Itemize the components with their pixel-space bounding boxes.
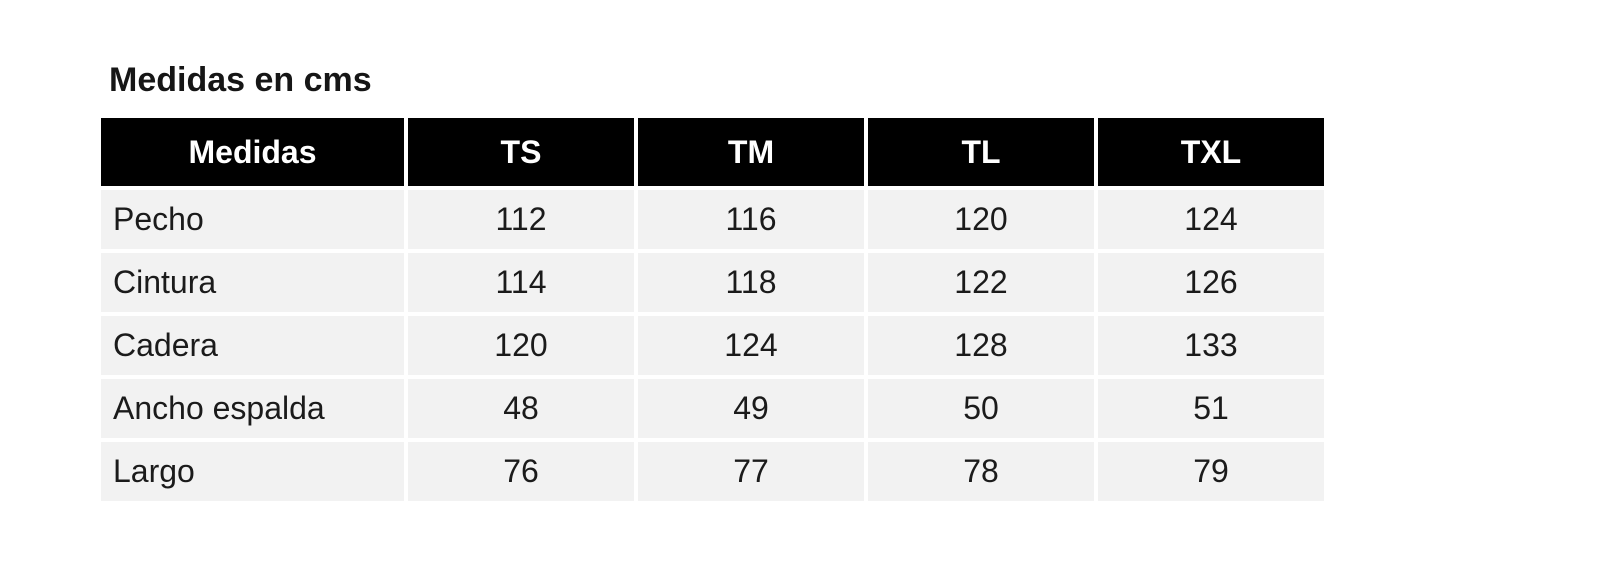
- table-row-pecho: Pecho 112 116 120 124: [101, 190, 1324, 249]
- cell-ancho-espalda-ts: 48: [408, 379, 634, 438]
- cell-cadera-tl: 128: [868, 316, 1094, 375]
- cell-largo-ts: 76: [408, 442, 634, 501]
- cell-cintura-tm: 118: [638, 253, 864, 312]
- cell-cintura-txl: 126: [1098, 253, 1324, 312]
- row-label-pecho: Pecho: [101, 190, 404, 249]
- cell-cintura-ts: 114: [408, 253, 634, 312]
- cell-largo-tl: 78: [868, 442, 1094, 501]
- row-label-cadera: Cadera: [101, 316, 404, 375]
- cell-ancho-espalda-tl: 50: [868, 379, 1094, 438]
- header-row: Medidas TS TM TL TXL: [101, 118, 1324, 186]
- row-label-ancho-espalda: Ancho espalda: [101, 379, 404, 438]
- table-row-cintura: Cintura 114 118 122 126: [101, 253, 1324, 312]
- table-body: Pecho 112 116 120 124 Cintura 114 118 122 126 Cade…: [101, 190, 1324, 501]
- cell-pecho-ts: 112: [408, 190, 634, 249]
- cell-cadera-tm: 124: [638, 316, 864, 375]
- cell-pecho-tm: 116: [638, 190, 864, 249]
- cell-cadera-ts: 120: [408, 316, 634, 375]
- row-label-cintura: Cintura: [101, 253, 404, 312]
- cell-cadera-txl: 133: [1098, 316, 1324, 375]
- column-header-medidas: Medidas: [101, 118, 404, 186]
- row-label-largo: Largo: [101, 442, 404, 501]
- column-header-ts: TS: [408, 118, 634, 186]
- size-chart-section: Medidas en cms Medidas TS TM TL TXL Pecho 112…: [97, 61, 1328, 505]
- cell-largo-txl: 79: [1098, 442, 1324, 501]
- column-header-tl: TL: [868, 118, 1094, 186]
- table-row-ancho-espalda: Ancho espalda 48 49 50 51: [101, 379, 1324, 438]
- cell-pecho-tl: 120: [868, 190, 1094, 249]
- size-chart-title: Medidas en cms: [109, 61, 372, 99]
- cell-pecho-txl: 124: [1098, 190, 1324, 249]
- column-header-txl: TXL: [1098, 118, 1324, 186]
- table-row-largo: Largo 76 77 78 79: [101, 442, 1324, 501]
- cell-ancho-espalda-txl: 51: [1098, 379, 1324, 438]
- table-row-cadera: Cadera 120 124 128 133: [101, 316, 1324, 375]
- cell-cintura-tl: 122: [868, 253, 1094, 312]
- cell-largo-tm: 77: [638, 442, 864, 501]
- size-chart-table: Medidas TS TM TL TXL Pecho 112 116 120 124 Cintur…: [97, 114, 1328, 505]
- column-header-tm: TM: [638, 118, 864, 186]
- cell-ancho-espalda-tm: 49: [638, 379, 864, 438]
